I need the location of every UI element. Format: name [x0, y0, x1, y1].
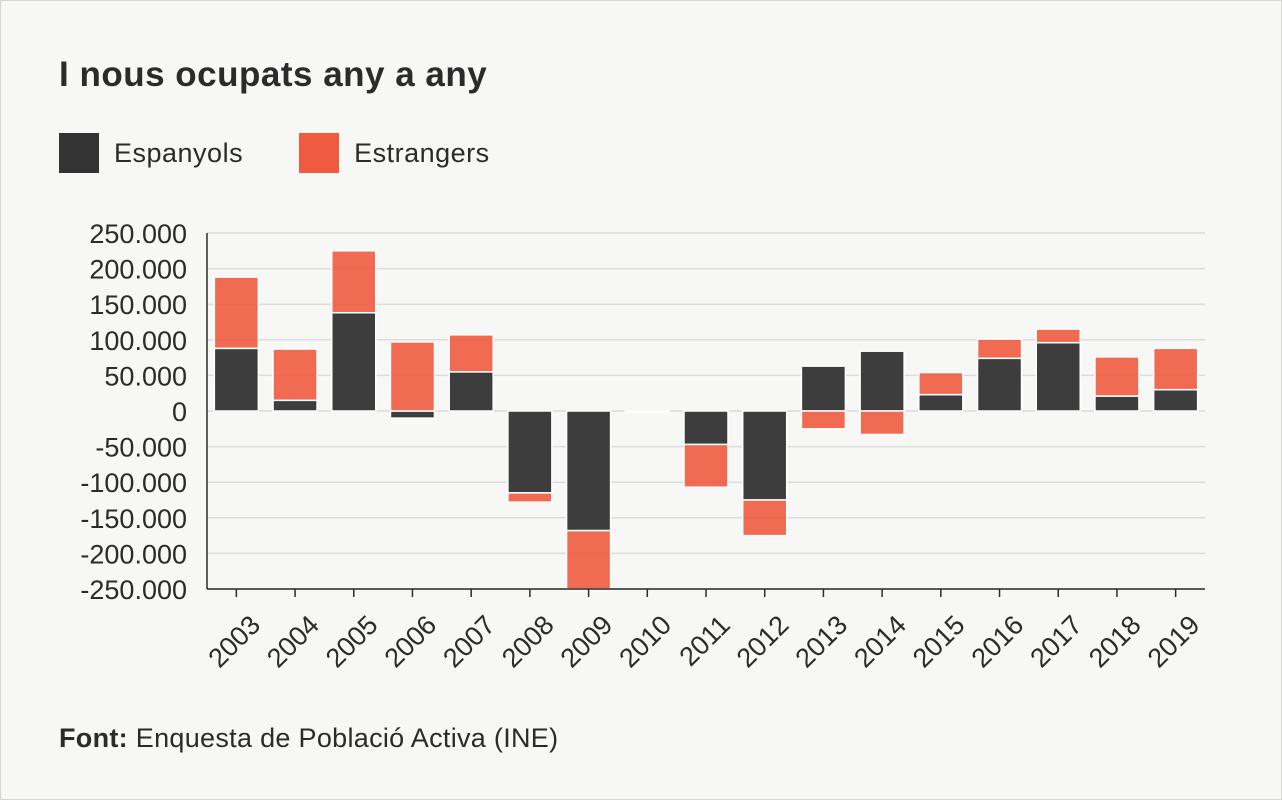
source-text: Enquesta de Població Activa (INE) — [135, 723, 559, 753]
bar-espanyols-2008 — [507, 410, 553, 494]
legend-swatch-estrangers — [299, 133, 340, 173]
bar-estrangers-2012 — [741, 499, 788, 537]
legend-swatch-espanyols — [59, 133, 99, 173]
x-tick-label: 2016 — [966, 610, 1030, 674]
bar-espanyols-2015 — [918, 393, 964, 412]
x-tick-label: 2008 — [496, 610, 560, 674]
y-tick-label: 150.000 — [89, 290, 187, 320]
bar-espanyols-2012 — [741, 410, 788, 501]
y-tick-label: -150.000 — [80, 504, 187, 534]
legend: Espanyols Estrangers — [59, 133, 546, 173]
x-tick-label: 2004 — [261, 610, 325, 674]
x-tick-label: 2010 — [613, 610, 677, 674]
source-note: Font: Enquesta de Població Activa (INE) — [59, 723, 558, 754]
y-tick-label: 200.000 — [89, 255, 187, 285]
x-tick-label: 2013 — [790, 610, 854, 674]
x-tick-label: 2003 — [202, 610, 266, 674]
bar-estrangers-2013 — [800, 410, 847, 430]
y-tick-label: -200.000 — [80, 539, 187, 569]
x-tick-label: 2017 — [1024, 610, 1088, 674]
bar-espanyols-2014 — [859, 350, 905, 412]
bar-estrangers-2011 — [683, 443, 729, 488]
bar-estrangers-2017 — [1035, 328, 1081, 344]
y-tick-label: 250.000 — [89, 219, 187, 249]
x-tick-label: 2014 — [848, 610, 912, 674]
bar-estrangers-2008 — [507, 492, 553, 503]
bar-espanyols-2009 — [565, 410, 612, 532]
bar-espanyols-2010 — [624, 410, 671, 414]
bar-espanyols-2019 — [1152, 388, 1199, 412]
y-tick-label: -250.000 — [80, 575, 187, 605]
x-tick-label: 2007 — [437, 610, 501, 674]
bar-estrangers-2004 — [272, 348, 318, 402]
bar-estrangers-2015 — [918, 371, 964, 396]
bar-estrangers-2014 — [859, 410, 905, 436]
legend-item-estrangers: Estrangers — [299, 133, 490, 173]
y-tick-label: 0 — [172, 397, 187, 427]
legend-item-espanyols: Espanyols — [59, 133, 243, 173]
bar-estrangers-2007 — [448, 334, 494, 373]
bar-espanyols-2011 — [683, 410, 729, 446]
legend-label-estrangers: Estrangers — [354, 137, 490, 168]
bar-espanyols-2005 — [331, 311, 377, 412]
x-tick-label: 2018 — [1083, 610, 1147, 674]
bar-estrangers-2003 — [213, 276, 260, 350]
bar-espanyols-2007 — [448, 371, 494, 412]
x-tick-label: 2019 — [1142, 610, 1206, 674]
x-tick-label: 2011 — [674, 610, 736, 672]
source-label: Font: — [59, 723, 128, 753]
chart-title: I nous ocupats any a any — [59, 55, 488, 94]
bar-espanyols-2017 — [1035, 341, 1081, 412]
bar-espanyols-2006 — [389, 410, 436, 419]
bar-espanyols-2003 — [213, 347, 260, 412]
bar-estrangers-2016 — [976, 338, 1023, 360]
bar-espanyols-2004 — [272, 399, 318, 412]
bar-estrangers-2006 — [389, 341, 436, 412]
x-tick-label: 2009 — [555, 610, 619, 674]
bar-espanyols-2013 — [800, 365, 847, 412]
bar-estrangers-2005 — [331, 250, 377, 314]
bar-estrangers-2009 — [565, 529, 612, 590]
x-tick-label: 2012 — [731, 610, 795, 674]
bar-espanyols-2018 — [1094, 395, 1140, 412]
y-tick-label: 100.000 — [89, 326, 187, 356]
x-tick-label: 2005 — [320, 610, 384, 674]
bar-espanyols-2016 — [976, 357, 1023, 412]
x-tick-label: 2015 — [907, 610, 971, 674]
bar-estrangers-2019 — [1152, 347, 1199, 391]
bar-estrangers-2018 — [1094, 356, 1140, 397]
y-tick-label: -100.000 — [80, 468, 187, 498]
y-tick-label: -50.000 — [95, 433, 187, 463]
legend-label-espanyols: Espanyols — [114, 137, 244, 168]
y-tick-label: 50.000 — [104, 361, 187, 391]
x-tick-label: 2006 — [379, 610, 443, 674]
